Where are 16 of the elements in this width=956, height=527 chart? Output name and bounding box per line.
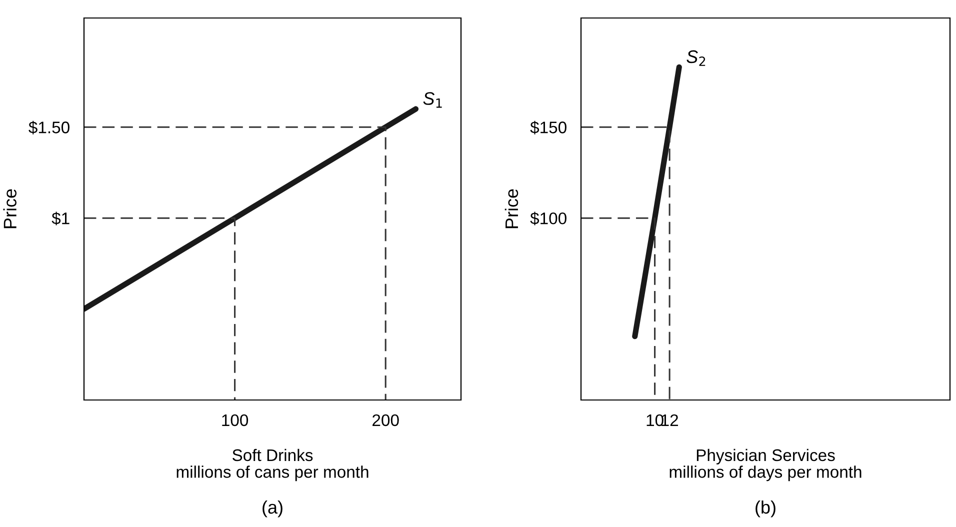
- x-axis-title: Physician Services millions of days per month: [670, 448, 862, 482]
- y-axis-title: Price: [3, 189, 17, 228]
- y-tick-label: $150: [530, 120, 566, 134]
- x-tick-label: 200: [372, 414, 399, 426]
- x-axis-title: Soft Drinks millions of cans per month: [176, 448, 368, 482]
- x-tick-label: 10: [646, 414, 664, 426]
- x-tick-label: 12: [662, 414, 678, 426]
- annotation: S$_{2}$: [686, 50, 706, 66]
- x-tick-label: 100: [222, 414, 248, 426]
- annotation: S$_{1}$: [423, 92, 442, 108]
- y-tick-label: $1.50: [28, 120, 70, 134]
- y-tick-label: $100: [530, 212, 566, 226]
- y-axis-title: Price: [504, 189, 518, 228]
- text: (b): [756, 500, 776, 518]
- y-tick-label: $1: [52, 212, 70, 226]
- text: (a): [262, 500, 282, 518]
